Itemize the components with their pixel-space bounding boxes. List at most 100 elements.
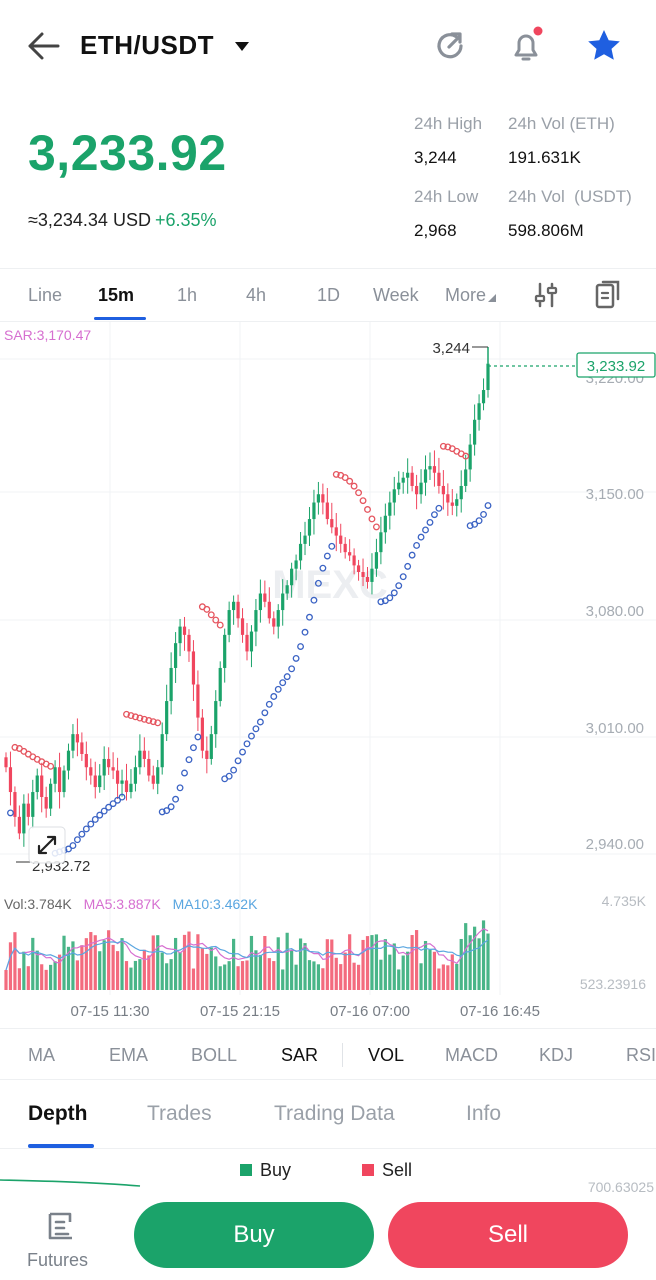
high-value: 3,244 [414,148,457,167]
volume-bar [62,935,66,990]
volume-bar [120,938,124,990]
y-axis: 3,220.003,150.003,080.003,010.002,940.00… [580,370,647,992]
volume-bar [133,960,138,990]
sar-dot [203,605,211,613]
sar-dot [145,717,153,724]
sar-dot [11,743,19,751]
tab-info[interactable]: Info [466,1102,502,1125]
back-arrow-icon[interactable] [24,28,64,64]
volume-bar [379,959,383,990]
sar-dot [475,517,483,525]
futures-icon[interactable] [44,1208,80,1244]
indicator-divider [342,1043,343,1067]
sar-dot [364,506,371,513]
volume-bar [71,941,75,990]
sell-button[interactable]: Sell [388,1202,628,1268]
buy-button[interactable]: Buy [134,1202,374,1268]
candle-body [312,502,316,520]
candle-body [22,803,26,834]
ind-rsi[interactable]: RSI [626,1045,656,1065]
candle-body [227,610,231,635]
sar-dot [243,740,251,748]
star-icon[interactable] [584,26,624,66]
volume-bar [22,951,26,990]
candle-body [406,472,410,478]
ind-boll[interactable]: BOLL [191,1045,238,1065]
low-label: 24h Low [414,187,479,206]
bell-icon[interactable] [506,26,546,66]
ind-vol[interactable]: VOL [368,1045,405,1065]
candle-body [298,543,303,561]
tab-1h[interactable]: 1h [177,285,198,305]
volume-bar [352,962,356,990]
candle-body [40,775,44,798]
tab-trading-data[interactable]: Trading Data [274,1102,395,1125]
volume-bar [276,937,280,990]
tab-week[interactable]: Week [373,285,419,305]
tab-trades[interactable]: Trades [147,1102,212,1125]
volume-bar [374,934,379,990]
sar-dot [265,700,273,708]
tab-15m[interactable]: 15m [98,285,135,305]
candle-body [84,753,88,768]
caret-down-icon[interactable] [232,36,252,56]
volume-bar [441,964,445,990]
candle-body [191,651,196,685]
tab-4h[interactable]: 4h [246,285,267,305]
y-tick-label: 3,080.00 [586,603,644,620]
volume-bar [365,936,370,990]
ind-ma[interactable]: MA [28,1045,55,1065]
candle-body [464,469,468,486]
sar-dot [91,815,99,823]
tab-depth[interactable]: Depth [28,1102,88,1125]
volume-bar [370,935,374,990]
volume-bar [223,964,227,990]
ind-kdj[interactable]: KDJ [539,1045,574,1065]
sar-dot [314,579,322,587]
candle-body [17,816,21,834]
ind-sar[interactable]: SAR [281,1045,319,1065]
fullscreen-toggle[interactable] [28,826,66,864]
sar-dot [346,477,354,485]
futures-label[interactable]: Futures [27,1250,89,1270]
candle-body [151,775,155,784]
x-tick-label: 07-15 11:30 [71,1003,150,1020]
volume-bar [4,970,8,990]
sliders-icon[interactable] [532,281,560,309]
volume-bar [191,968,196,990]
candle-body [437,472,441,486]
depth-tab-indicator [28,1144,94,1148]
sar-dot [69,842,77,850]
volume-bar [294,964,298,990]
candle-body [71,734,75,751]
volume-bar [124,961,129,990]
buy-legend: Buy [240,1160,291,1181]
volume-bar [138,959,142,990]
tab-1d[interactable]: 1D [317,285,341,305]
timeframe-tabs: Line 15m 1h 4h 1D Week More [0,268,656,322]
sar-dot [350,482,358,490]
volume-bar [258,954,262,990]
sar-dot [297,643,305,650]
candle-body [455,499,459,506]
volume-bar [115,951,120,990]
candle-body [401,477,405,483]
volume-bar [84,938,88,990]
volume-bar [267,958,271,990]
candle-body [169,667,173,702]
sar-dot [176,784,184,792]
sar-dot [167,803,175,811]
volume-bar [406,951,410,990]
price-chart[interactable]: MEXC 3,220.003,150.003,080.003,010.002,9… [0,322,656,1028]
volume-bar [17,968,21,990]
tab-line[interactable]: Line [28,285,63,305]
volume-bar [356,964,361,990]
volume-bar [214,956,218,990]
ind-macd[interactable]: MACD [445,1045,498,1065]
clipboard-icon[interactable] [594,280,622,310]
pair-title[interactable]: ETH/USDT [80,30,214,60]
refresh-icon[interactable] [430,26,470,66]
tab-more[interactable]: More [445,285,497,306]
volume-bar [455,963,459,990]
ind-ema[interactable]: EMA [109,1045,149,1065]
